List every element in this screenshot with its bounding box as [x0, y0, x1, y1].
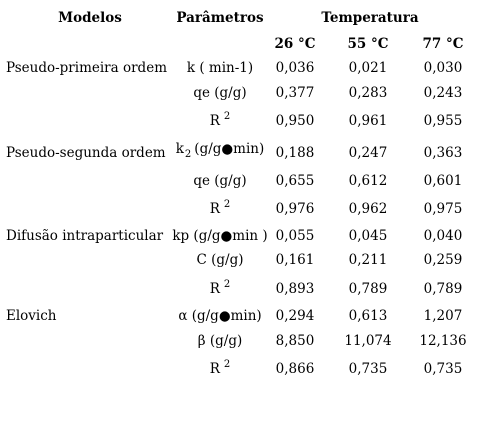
- param-qe: qe (g/g): [193, 85, 247, 101]
- value-cell: 0,655: [275, 173, 315, 189]
- value-cell: 0,735: [423, 361, 463, 377]
- param-c: C (g/g): [196, 252, 244, 268]
- value-cell: 0,950: [275, 113, 315, 129]
- param-alpha: α (g/g●min): [178, 308, 262, 324]
- value-cell: 0,040: [423, 228, 463, 244]
- param-qe: qe (g/g): [193, 173, 247, 189]
- value-cell: 0,259: [423, 252, 463, 268]
- header-temp-55: 55 °C: [347, 36, 389, 52]
- value-cell: 0,612: [348, 173, 388, 189]
- model-elovich: Elovich: [6, 308, 57, 324]
- value-cell: 11,074: [344, 333, 392, 349]
- model-pseudo-primeira-ordem: Pseudo-primeira ordem: [6, 60, 167, 76]
- value-cell: 0,893: [275, 281, 315, 297]
- value-cell: 0,055: [275, 228, 315, 244]
- header-temperatura: Temperatura: [321, 10, 419, 26]
- value-cell: 0,961: [348, 113, 388, 129]
- header-temp-77: 77 °C: [422, 36, 464, 52]
- header-temp-26: 26 °C: [274, 36, 316, 52]
- param-k: k ( min-1): [186, 60, 254, 76]
- value-cell: 0,975: [423, 201, 463, 217]
- value-cell: 8,850: [275, 333, 315, 349]
- value-cell: 0,601: [423, 173, 463, 189]
- value-cell: 0,188: [275, 145, 315, 161]
- value-cell: 0,243: [423, 85, 463, 101]
- param-beta: β (g/g): [197, 333, 243, 349]
- value-cell: 0,377: [275, 85, 315, 101]
- value-cell: 0,247: [348, 145, 388, 161]
- value-cell: 0,955: [423, 113, 463, 129]
- value-cell: 0,866: [275, 361, 315, 377]
- value-cell: 0,283: [348, 85, 388, 101]
- value-cell: 0,161: [275, 252, 315, 268]
- value-cell: 0,789: [423, 281, 463, 297]
- value-cell: 0,976: [275, 201, 315, 217]
- value-cell: 0,363: [423, 145, 463, 161]
- param-kp: kp (g/g●min ): [172, 228, 268, 244]
- header-parametros: Parâmetros: [176, 10, 264, 26]
- value-cell: 0,021: [348, 60, 388, 76]
- value-cell: 0,789: [348, 281, 388, 297]
- value-cell: 1,207: [423, 308, 463, 324]
- model-difusao-intraparticular: Difusão intraparticular: [6, 228, 164, 244]
- value-cell: 0,036: [275, 60, 315, 76]
- value-cell: 0,030: [423, 60, 463, 76]
- value-cell: 0,613: [348, 308, 388, 324]
- value-cell: 0,735: [348, 361, 388, 377]
- header-modelos: Modelos: [58, 10, 122, 26]
- value-cell: 0,294: [275, 308, 315, 324]
- value-cell: 12,136: [419, 333, 467, 349]
- value-cell: 0,962: [348, 201, 388, 217]
- model-pseudo-segunda-ordem: Pseudo-segunda ordem: [6, 145, 166, 161]
- param-k2: k2 (g/g●min): [175, 141, 265, 160]
- value-cell: 0,045: [348, 228, 388, 244]
- value-cell: 0,211: [348, 252, 388, 268]
